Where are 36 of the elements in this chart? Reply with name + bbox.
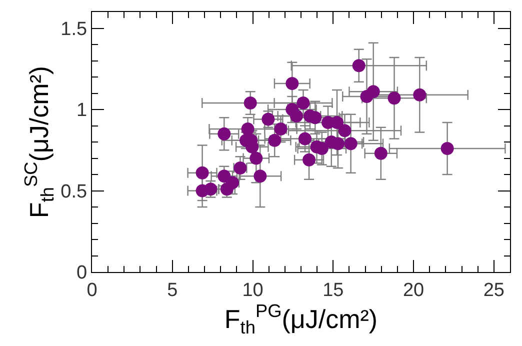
x-tick-label: 20 — [402, 280, 424, 301]
point — [388, 92, 401, 105]
x-tick-label: 15 — [322, 280, 344, 301]
point — [352, 59, 366, 72]
point — [344, 137, 358, 150]
x-tick-label: 10 — [242, 280, 264, 301]
point — [218, 127, 231, 140]
point — [218, 170, 231, 183]
point — [302, 153, 316, 166]
point — [196, 166, 209, 180]
point — [286, 77, 299, 90]
x-tick-label: 5 — [167, 280, 178, 301]
point — [298, 132, 312, 146]
point — [296, 96, 310, 110]
point — [290, 110, 303, 122]
y-tick-label: 0 — [76, 262, 88, 284]
point — [413, 88, 426, 102]
point — [268, 134, 282, 147]
point — [374, 146, 388, 160]
point — [250, 152, 263, 165]
point — [244, 96, 257, 110]
point — [338, 124, 352, 138]
point — [440, 142, 454, 155]
y-tick-label: 0.5 — [60, 181, 88, 202]
point — [241, 122, 254, 136]
x-tick-label: 25 — [483, 280, 504, 301]
x-axis-title: F$_{th}$$^{PG}$(μJ/cm²) — [224, 300, 378, 338]
point — [366, 85, 380, 98]
point — [308, 111, 322, 124]
point — [274, 122, 288, 136]
point — [331, 137, 344, 150]
point — [330, 116, 344, 129]
point — [315, 142, 328, 155]
y-tick-label: 1.5 — [60, 18, 88, 40]
point — [254, 170, 267, 183]
y-tick-label: 1 — [76, 100, 88, 122]
